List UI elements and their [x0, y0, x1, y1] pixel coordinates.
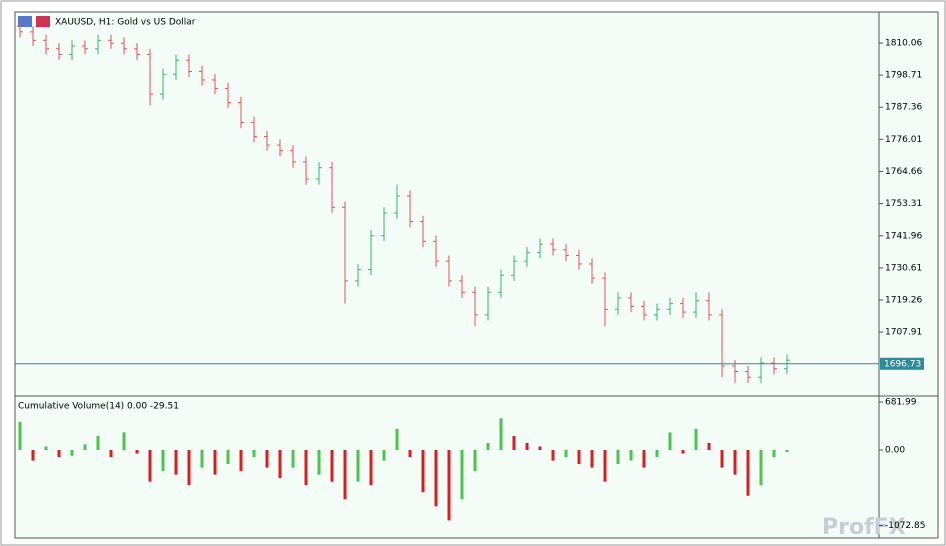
volume-bar	[382, 450, 386, 461]
volume-bar	[265, 450, 269, 468]
volume-bar	[772, 450, 776, 458]
volume-bar	[343, 450, 347, 500]
volume-bar	[694, 428, 698, 451]
volume-bar	[707, 442, 711, 451]
volume-bar	[161, 450, 165, 472]
volume-bar	[31, 450, 35, 461]
y-tick-label: 1776.01	[885, 135, 922, 145]
y-tick-label: 1810.06	[885, 38, 922, 48]
volume-bar	[785, 450, 789, 453]
volume-bar	[278, 450, 282, 479]
volume-bar	[733, 450, 737, 475]
icon	[36, 16, 50, 27]
volume-bar	[148, 450, 152, 482]
volume-bar	[226, 450, 230, 465]
volume-bar	[512, 435, 516, 451]
y-tick-label: 1730.61	[885, 263, 922, 273]
volume-bar	[135, 450, 139, 454]
volume-bar	[616, 450, 620, 465]
volume-bar	[525, 442, 529, 451]
volume-bar	[668, 432, 672, 451]
volume-bar	[291, 450, 295, 468]
volume-bar	[109, 450, 113, 458]
volume-bar	[213, 450, 217, 475]
y-tick-label: 1787.36	[885, 103, 922, 113]
y-tick-label: 1753.31	[885, 199, 922, 209]
y-tick-label: 1798.71	[885, 71, 922, 81]
volume-bar	[577, 450, 581, 465]
volume-bar	[564, 450, 568, 458]
volume-bar	[759, 450, 763, 486]
icon	[18, 16, 32, 27]
volume-bar	[408, 450, 412, 458]
volume-bar	[356, 450, 360, 482]
volume-bar	[603, 450, 607, 482]
y-tick-label: 681.99	[885, 397, 917, 407]
volume-bar	[187, 450, 191, 486]
y-tick-label: 1764.66	[885, 167, 922, 177]
volume-bar	[304, 450, 308, 486]
y-tick-label: 0.00	[885, 446, 905, 456]
volume-bar	[70, 450, 74, 456]
volume-bar	[330, 450, 334, 482]
chart-title: XAUUSD, H1: Gold vs US Dollar	[55, 18, 196, 28]
y-tick-label: 1707.91	[885, 328, 922, 338]
volume-bar	[499, 418, 503, 451]
volume-bar	[369, 450, 373, 486]
volume-bar	[460, 450, 464, 500]
volume-bar	[551, 450, 555, 461]
volume-bar	[83, 444, 87, 451]
y-tick-label: 1719.26	[885, 296, 922, 306]
volume-bar	[317, 450, 321, 475]
volume-bar	[18, 421, 22, 451]
watermark: ProfFX	[822, 515, 906, 540]
volume-bar	[629, 450, 633, 461]
volume-bar	[122, 432, 126, 451]
volume-bar	[421, 450, 425, 493]
volume-bar	[590, 450, 594, 468]
volume-bar	[395, 428, 399, 451]
volume-bar	[200, 450, 204, 468]
volume-bar	[434, 450, 438, 507]
price-label: 1696.73	[884, 359, 921, 369]
volume-bar	[486, 442, 490, 451]
volume-bar	[681, 450, 685, 454]
volume-bar	[538, 446, 542, 451]
volume-bar	[239, 450, 243, 472]
volume-bar	[174, 450, 178, 475]
volume-bar	[57, 450, 61, 458]
volume-bar	[720, 450, 724, 468]
volume-bar	[642, 450, 646, 468]
volume-bar	[44, 446, 48, 451]
volume-bar	[96, 435, 100, 451]
volume-bar	[252, 450, 256, 458]
indicator-title: Cumulative Volume(14) 0.00 -29.51	[18, 402, 179, 412]
price-label-box	[880, 357, 924, 370]
y-tick-label: -1072.85	[885, 521, 925, 531]
volume-bar	[655, 450, 659, 458]
volume-bar	[746, 450, 750, 496]
volume-bar	[473, 450, 477, 472]
volume-bar	[447, 450, 451, 521]
y-tick-label: 1741.96	[885, 231, 922, 241]
